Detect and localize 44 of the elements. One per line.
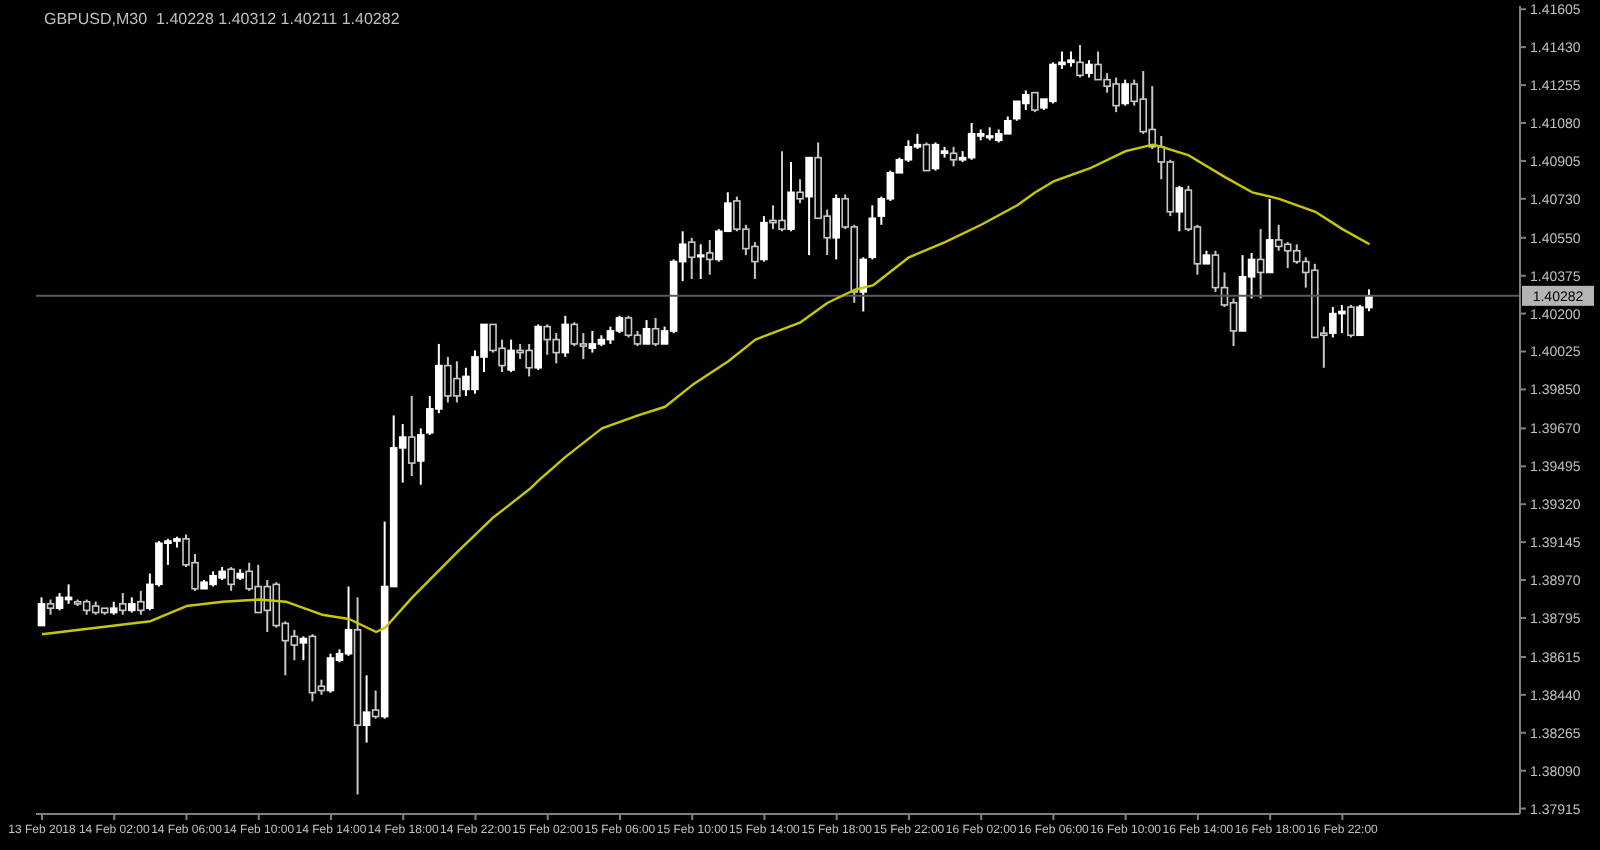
chart-title: GBPUSD,M30 1.40228 1.40312 1.40211 1.40282: [44, 10, 400, 28]
candlestick: [227, 566, 235, 592]
candlestick: [705, 238, 714, 276]
candlestick: [507, 338, 515, 374]
candlestick: [588, 329, 597, 354]
candlestick: [696, 243, 705, 280]
candlestick: [344, 585, 353, 657]
candlestick: [561, 314, 570, 358]
candlestick: [832, 193, 840, 261]
candlestick: [534, 323, 542, 371]
candlestick: [416, 427, 425, 486]
candlestick: [687, 236, 696, 280]
candlestick: [1031, 91, 1039, 114]
candlestick: [118, 592, 127, 616]
candlestick: [543, 323, 552, 356]
candlestick: [1175, 184, 1184, 233]
candlestick: [760, 215, 768, 263]
candlestick: [624, 314, 633, 339]
candlestick: [407, 394, 416, 478]
candlestick: [796, 178, 804, 205]
candlestick: [579, 332, 588, 361]
candlestick: [642, 319, 651, 345]
candlestick: [805, 156, 813, 257]
candlestick: [651, 316, 660, 348]
candlestick: [1076, 43, 1084, 79]
candlestick: [37, 596, 46, 627]
candlestick: [362, 674, 371, 744]
candlestick: [967, 121, 976, 161]
candlestick: [922, 141, 931, 172]
candlestick: [1121, 78, 1129, 107]
candlestick: [137, 589, 145, 616]
candlestick: [859, 256, 868, 313]
candlestick: [868, 204, 877, 261]
candlestick: [1347, 303, 1355, 339]
candlestick: [931, 141, 940, 172]
candlestick: [371, 689, 380, 720]
candlestick: [290, 628, 299, 662]
candlestick: [1256, 228, 1265, 300]
candlestick: [570, 321, 579, 348]
candlestick: [787, 160, 795, 233]
candlestick: [1265, 197, 1274, 274]
candlestick: [949, 145, 958, 168]
candlestick: [299, 635, 308, 662]
candlestick: [326, 652, 335, 694]
